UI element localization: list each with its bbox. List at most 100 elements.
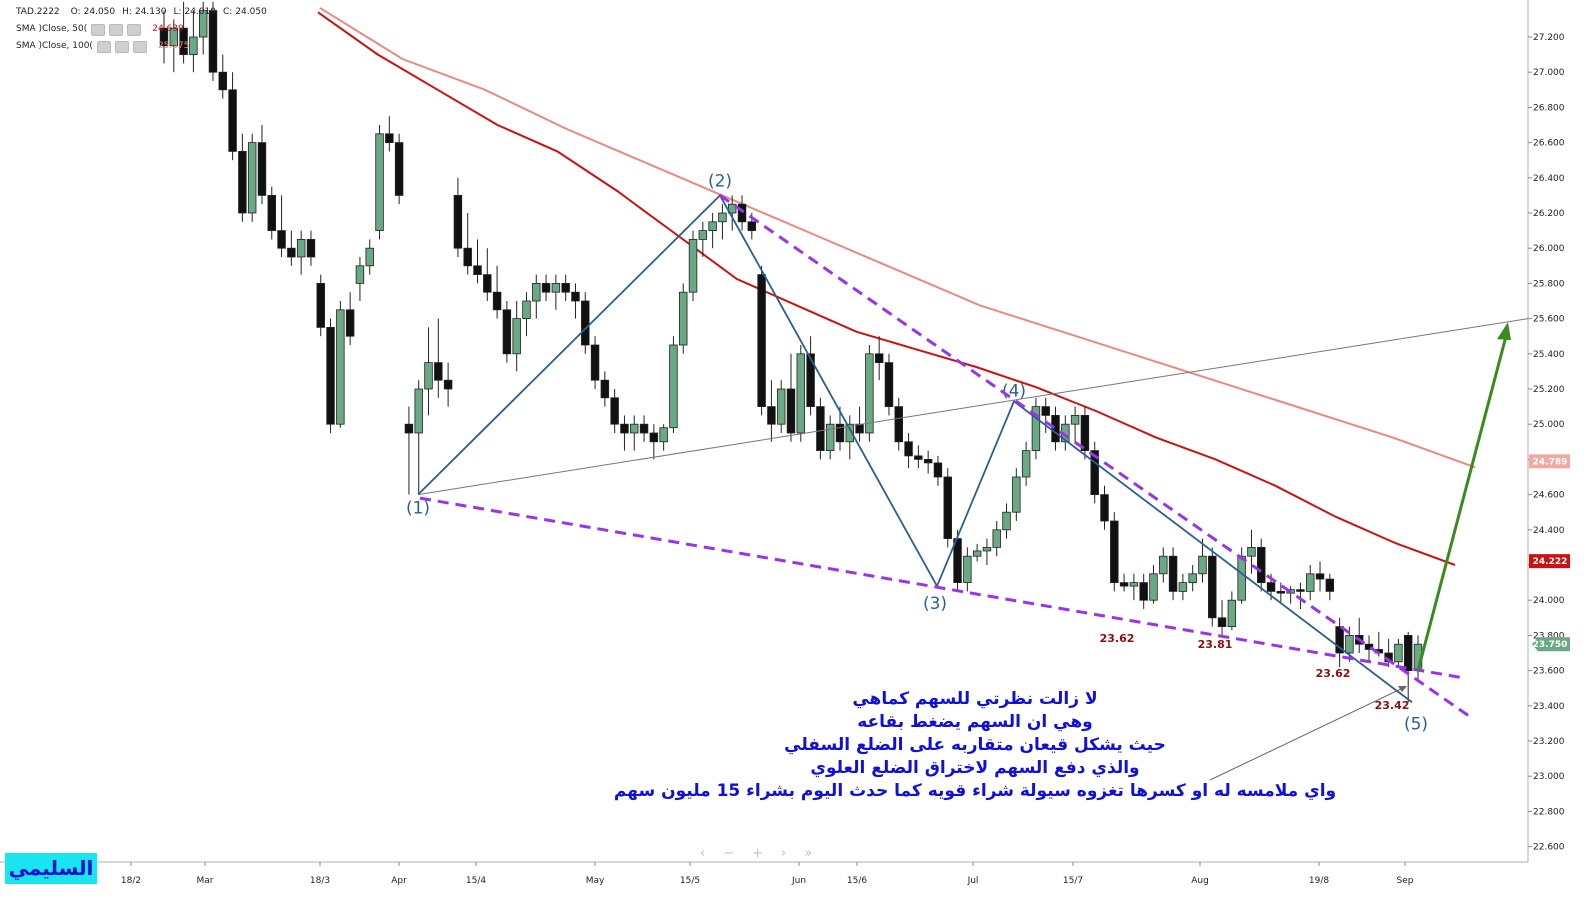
candle-body [238,150,247,214]
candle-body [620,423,629,434]
x-tick-label: Jul [967,876,979,886]
high-value: 24.130 [134,7,167,17]
candle-body [561,282,570,293]
visibility-icon[interactable] [96,40,111,53]
price-tag: 24.789 [1529,454,1570,469]
candle-body [845,423,855,443]
candle-body [639,423,649,434]
x-tick-label: 18/2 [121,876,141,886]
x-tick-label: 19/8 [1309,876,1329,886]
zoom-in-icon[interactable]: + [752,846,764,861]
y-tick-label: 23.800 [1533,631,1565,641]
candle-body [571,291,580,302]
candle-body [1031,406,1041,452]
price-tag-label: 24.222 [1533,557,1568,567]
open-label: O: [70,7,81,17]
price-tag: 24.222 [1529,554,1570,569]
sma100-line [319,7,1476,469]
scroll-right-icon[interactable]: › [781,846,787,861]
candle-body [816,406,825,452]
sma100-value: 25.375 [157,41,190,51]
close-icon[interactable] [127,23,142,36]
candle-body [365,247,374,267]
candle-body [473,265,482,275]
candle-body [669,344,678,429]
legend-sma50-row: SMA )Close, 50( 24.639 [16,21,267,38]
y-tick-label: 26.600 [1533,139,1565,149]
price-tag-label: 23.750 [1533,640,1568,650]
candle-body [512,318,521,355]
legend-sma100-row: SMA )Close, 100( 25.375 [16,38,267,55]
candle-body [375,133,384,232]
candle-body [914,455,923,460]
channel-lower-line [419,496,1463,680]
candle-body [159,27,169,47]
candle-body [600,379,610,399]
annotation-line: والذي دفع السهم لاختراق الضلع العلوي [810,758,1140,778]
x-tick-label: 15/4 [466,876,486,886]
y-tick-label: 22.800 [1533,807,1565,817]
symbol-label: TAD.2222 [16,7,60,17]
candle-body [1403,635,1413,672]
candle-body [502,309,512,355]
candle-body [532,282,541,302]
x-tick-label: Aug [1191,876,1209,886]
wave-label: (1) [406,499,430,519]
candle-body [1335,626,1344,654]
x-tick-label: Sep [1397,876,1414,886]
legend-ohlc-row: TAD.2222 O: 24.050 H: 24.130 L: 24.010 C… [16,4,267,21]
scroll-to-latest-icon[interactable]: » [804,846,813,861]
settings-icon[interactable] [109,23,124,36]
candle-body [855,423,864,434]
candle-body [806,353,815,407]
analysis-annotation: لا زالت نظرتي للسهم كماهي وهي ان السهم ي… [600,688,1350,803]
price-tag-label: 24.789 [1533,457,1568,467]
price-tag-bg [1532,637,1570,652]
candle-body [1208,555,1217,619]
y-tick-label: 26.400 [1533,174,1565,184]
settings-icon[interactable] [114,40,129,53]
candle-body [1325,578,1335,592]
candle-body [492,291,502,311]
candle-body [923,458,933,464]
candle-body [1168,555,1178,592]
low-value-label: 23.62 [1100,632,1135,645]
price-tag-bg [1529,554,1570,569]
candle-body [179,27,188,56]
x-tick-label: Jun [791,876,806,886]
candle-body [688,238,698,293]
channel-upper-line [719,194,1473,720]
candle-body [894,406,903,443]
candle-body [1178,582,1188,592]
annotation-pointer-head [1398,686,1407,692]
candle-body [463,247,472,267]
price-tag-bg [1529,454,1570,469]
candle-body [776,388,786,425]
y-tick-label: 25.000 [1533,420,1565,430]
candle-body [1227,599,1237,628]
sma100-label: SMA )Close, 100( [16,41,93,51]
candle-body [541,282,551,293]
annotation-line: واي ملامسه له او كسرها تغزوه سيولة شراء … [613,781,1337,801]
candle-body [1276,591,1286,594]
close-icon[interactable] [132,40,147,53]
candle-body [727,203,737,214]
scroll-left-icon[interactable]: ‹ [700,846,706,861]
candle-body [1394,643,1403,663]
annotation-line: وهي ان السهم يضغط بقاعه [857,712,1093,732]
candle-body [306,238,316,258]
candle-body [355,265,365,284]
candle-body [443,379,453,390]
visibility-icon[interactable] [91,23,106,36]
zoom-out-icon[interactable]: − [723,846,735,861]
candle-body [1306,573,1315,592]
candle-body [522,300,531,320]
wave-label: (2) [708,171,732,191]
chart-navigation: ‹ − + › » [700,846,812,861]
candle-body [316,282,325,328]
candle-body [1257,547,1266,584]
candle-body [708,221,717,232]
x-tick-label: Mar [197,876,214,886]
sma50-label: SMA )Close, 50( [16,24,88,34]
